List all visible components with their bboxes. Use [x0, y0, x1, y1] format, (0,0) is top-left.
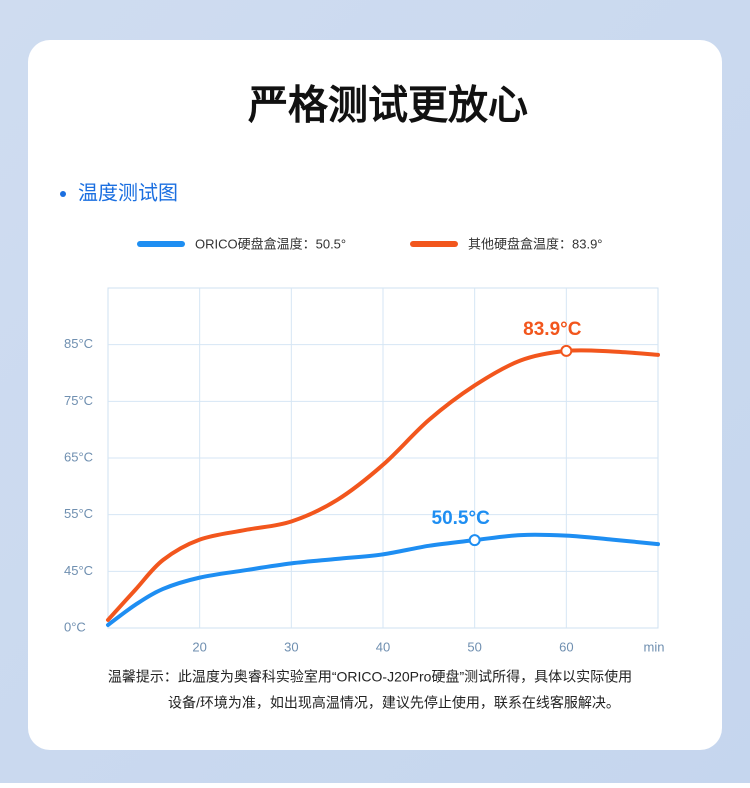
y-tick-label: 45°C — [64, 563, 93, 578]
x-axis-label: min — [644, 639, 665, 654]
x-tick-label: 30 — [284, 639, 298, 654]
note: 温馨提示：此温度为奥睿科实验室用“ORICO-J20Pro硬盘”测试所得，具体以… — [108, 669, 632, 685]
page-title: 严格测试更放心 — [248, 84, 528, 128]
x-tick-label: 60 — [559, 639, 573, 654]
section-title: 温度测试图 — [78, 181, 178, 204]
highlight-point — [560, 344, 573, 357]
series-line — [106, 532, 660, 627]
x-tick-label: 40 — [376, 639, 390, 654]
x-tick-label: 50 — [467, 639, 481, 654]
note: 设备/环境为准，如出现高温情况，建议先停止使用，联系在线客服解决。 — [168, 695, 620, 711]
bullet — [60, 191, 66, 197]
card — [28, 40, 722, 750]
y-tick-label: 65°C — [64, 449, 93, 464]
annotation: 50.5°C — [432, 508, 491, 529]
legend-label: ORICO硬盘盒温度：50.5° — [195, 236, 346, 251]
legend-label: 其他硬盘盒温度：83.9° — [468, 236, 603, 251]
y-tick-label: 75°C — [64, 393, 93, 408]
highlight-point — [468, 534, 481, 547]
y-tick-label: 55°C — [64, 506, 93, 521]
x-tick-label: 20 — [192, 639, 206, 654]
y-tick-label: 0°C — [64, 619, 86, 634]
annotation: 83.9°C — [523, 319, 582, 340]
y-tick-label: 85°C — [64, 336, 93, 351]
